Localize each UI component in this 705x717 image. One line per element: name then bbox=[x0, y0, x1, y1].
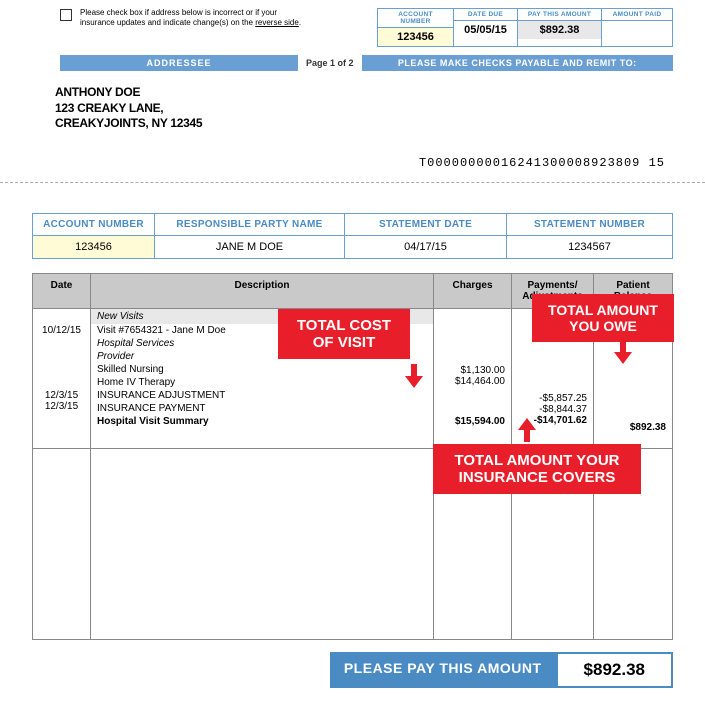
sum-snum-v: 1234567 bbox=[507, 236, 672, 258]
sum-sdate-h: STATEMENT DATE bbox=[345, 214, 506, 236]
arrow-down-icon bbox=[614, 338, 642, 366]
sum-acct-h: ACCOUNT NUMBER bbox=[33, 214, 154, 236]
callout-you-owe: TOTAL AMOUNT YOU OWE bbox=[532, 294, 674, 342]
paythis-head: PAY THIS AMOUNT bbox=[518, 9, 601, 21]
page-indicator: Page 1 of 2 bbox=[298, 55, 362, 71]
pay-label: PLEASE PAY THIS AMOUNT bbox=[330, 652, 556, 688]
sum-sdate-v: 04/17/15 bbox=[345, 236, 506, 258]
sn-line: Skilled Nursing bbox=[97, 363, 427, 376]
chg1: $1,130.00 bbox=[440, 365, 505, 376]
sumline: Hospital Visit Summary bbox=[97, 415, 427, 428]
sum-acct-v: 123456 bbox=[33, 236, 154, 258]
col-chg: Charges bbox=[434, 274, 512, 308]
pay2: -$8,844.37 bbox=[518, 404, 587, 415]
acct-val: 123456 bbox=[378, 28, 453, 46]
remit-banner: PLEASE MAKE CHECKS PAYABLE AND REMIT TO: bbox=[362, 55, 673, 71]
paid-val bbox=[602, 21, 672, 40]
addr-l3: CREAKYJOINTS, NY 12345 bbox=[55, 116, 705, 132]
ocr-scanline: T00000000016241300008923809 15 bbox=[0, 156, 665, 170]
sum-party-h: RESPONSIBLE PARTY NAME bbox=[155, 214, 344, 236]
due-head: DATE DUE bbox=[454, 9, 517, 21]
statement-summary: ACCOUNT NUMBER123456 RESPONSIBLE PARTY N… bbox=[32, 213, 673, 259]
charges-table: Date Description Charges Payments/ Adjus… bbox=[32, 273, 673, 640]
col-desc: Description bbox=[91, 274, 434, 308]
arrow-down-icon bbox=[405, 362, 433, 390]
sum-snum-h: STATEMENT NUMBER bbox=[507, 214, 672, 236]
payment-summary-mini: ACCOUNT NUMBER123456 DATE DUE05/05/15 PA… bbox=[377, 8, 673, 47]
due-val: 05/05/15 bbox=[454, 21, 517, 39]
callout-insurance: TOTAL AMOUNT YOUR INSURANCE COVERS bbox=[433, 444, 641, 495]
addressee-block: ANTHONY DOE 123 CREAKY LANE, CREAKYJOINT… bbox=[55, 85, 705, 132]
addr-l1: ANTHONY DOE bbox=[55, 85, 705, 101]
paythis-val: $892.38 bbox=[518, 21, 601, 39]
row-date-2: 12/3/15 bbox=[39, 390, 84, 401]
chg2: $14,464.00 bbox=[440, 376, 505, 387]
acct-head: ACCOUNT NUMBER bbox=[378, 9, 453, 28]
callout-total-cost: TOTAL COST OF VISIT bbox=[278, 309, 410, 360]
addressee-banner: ADDRESSEE bbox=[60, 55, 298, 71]
arrow-up-icon bbox=[513, 416, 541, 444]
iv-line: Home IV Therapy bbox=[97, 376, 427, 389]
col-date: Date bbox=[33, 274, 91, 308]
chgtot: $15,594.00 bbox=[440, 416, 505, 427]
pay1: -$5,857.25 bbox=[518, 393, 587, 404]
checkbox-label: Please check box if address below is inc… bbox=[80, 8, 310, 29]
pay-amount: $892.38 bbox=[556, 652, 673, 688]
row-date-1: 10/12/15 bbox=[39, 325, 84, 336]
baltot: $892.38 bbox=[600, 422, 666, 433]
ipay-line: INSURANCE PAYMENT bbox=[97, 402, 427, 415]
iadj-line: INSURANCE ADJUSTMENT bbox=[97, 389, 427, 402]
paid-head: AMOUNT PAID bbox=[602, 9, 672, 21]
address-change-checkbox[interactable] bbox=[60, 9, 72, 21]
tear-line bbox=[0, 182, 705, 183]
addr-l2: 123 CREAKY LANE, bbox=[55, 101, 705, 117]
sum-party-v: JANE M DOE bbox=[155, 236, 344, 258]
row-date-3: 12/3/15 bbox=[39, 401, 84, 412]
